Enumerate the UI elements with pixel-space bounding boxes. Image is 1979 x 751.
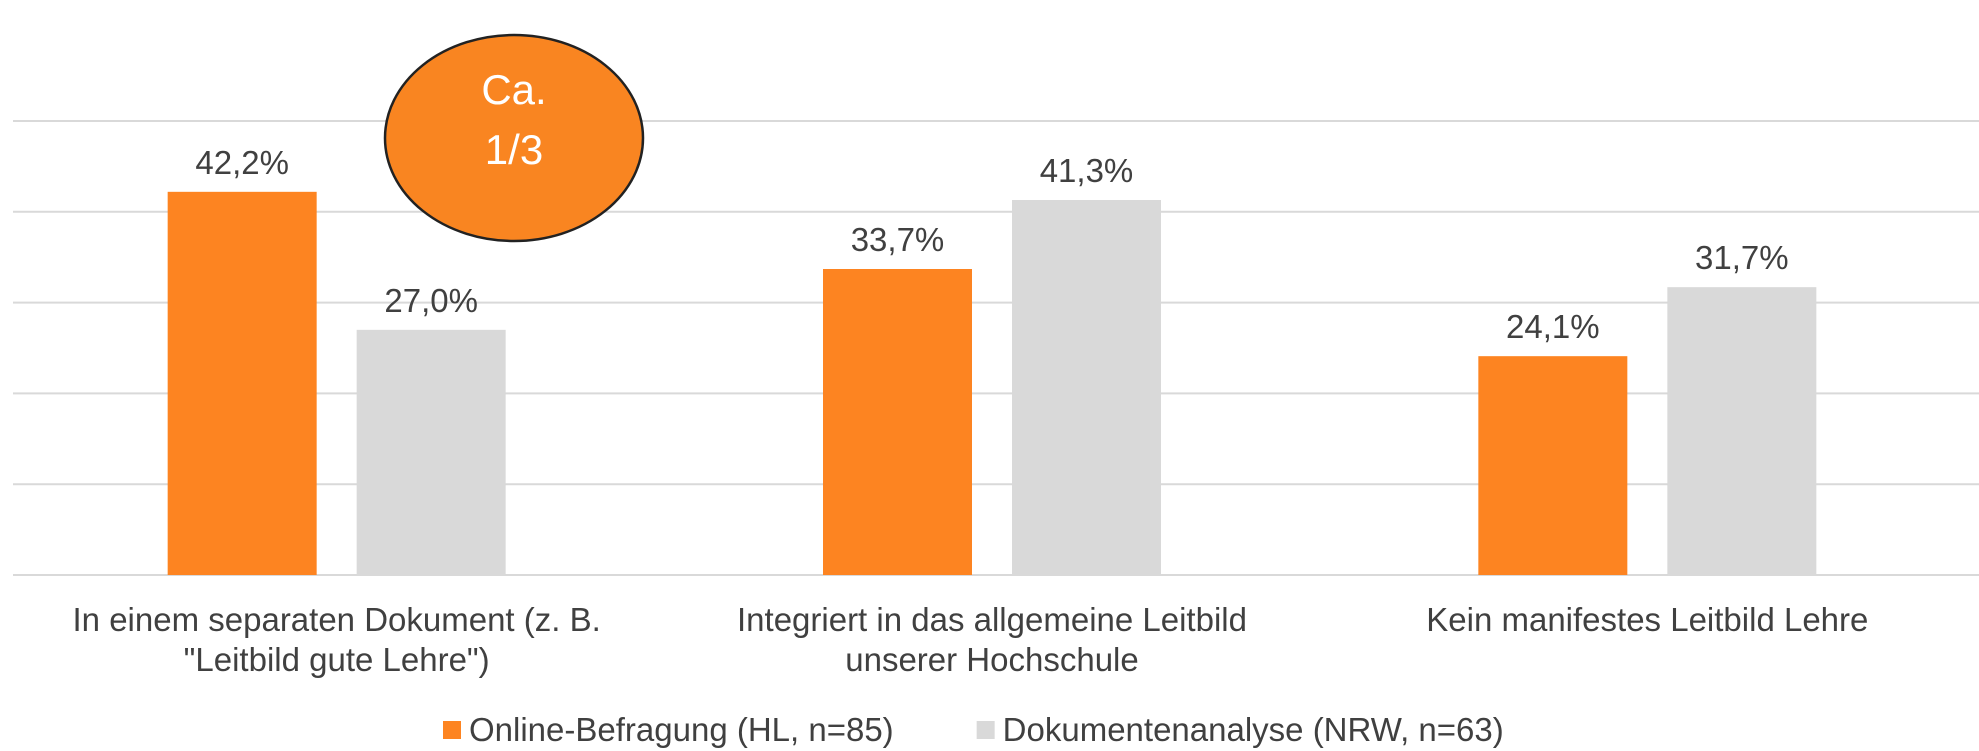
bar [1478, 356, 1628, 575]
bar [356, 329, 506, 575]
legend-label: Online-Befragung (HL, n=85) [469, 711, 894, 748]
legend-swatch [976, 721, 995, 739]
bar [167, 191, 317, 575]
legend-swatch [443, 721, 461, 739]
x-tick-label: Kein manifestes Leitbild Lehre [1426, 601, 1869, 638]
x-tick-label: Integriert in das allgemeine Leitbild un… [737, 601, 1247, 678]
bar [1667, 287, 1817, 575]
annotation-text: 1/3 [485, 126, 543, 173]
value-label: 33,7% [851, 221, 945, 258]
value-label: 41,3% [1040, 152, 1134, 189]
value-label: 42,2% [195, 144, 289, 181]
value-label: 27,0% [384, 282, 478, 319]
bar [1012, 199, 1161, 575]
legend-label: Dokumentenanalyse (NRW, n=63) [1003, 711, 1504, 748]
bar [823, 269, 972, 575]
value-label: 31,7% [1695, 239, 1789, 276]
annotation-circle [383, 33, 645, 243]
annotation-text: Ca. [481, 66, 546, 113]
value-label: 24,1% [1506, 308, 1600, 345]
x-tick-label: In einem separaten Dokument (z. B. "Leit… [72, 601, 601, 678]
